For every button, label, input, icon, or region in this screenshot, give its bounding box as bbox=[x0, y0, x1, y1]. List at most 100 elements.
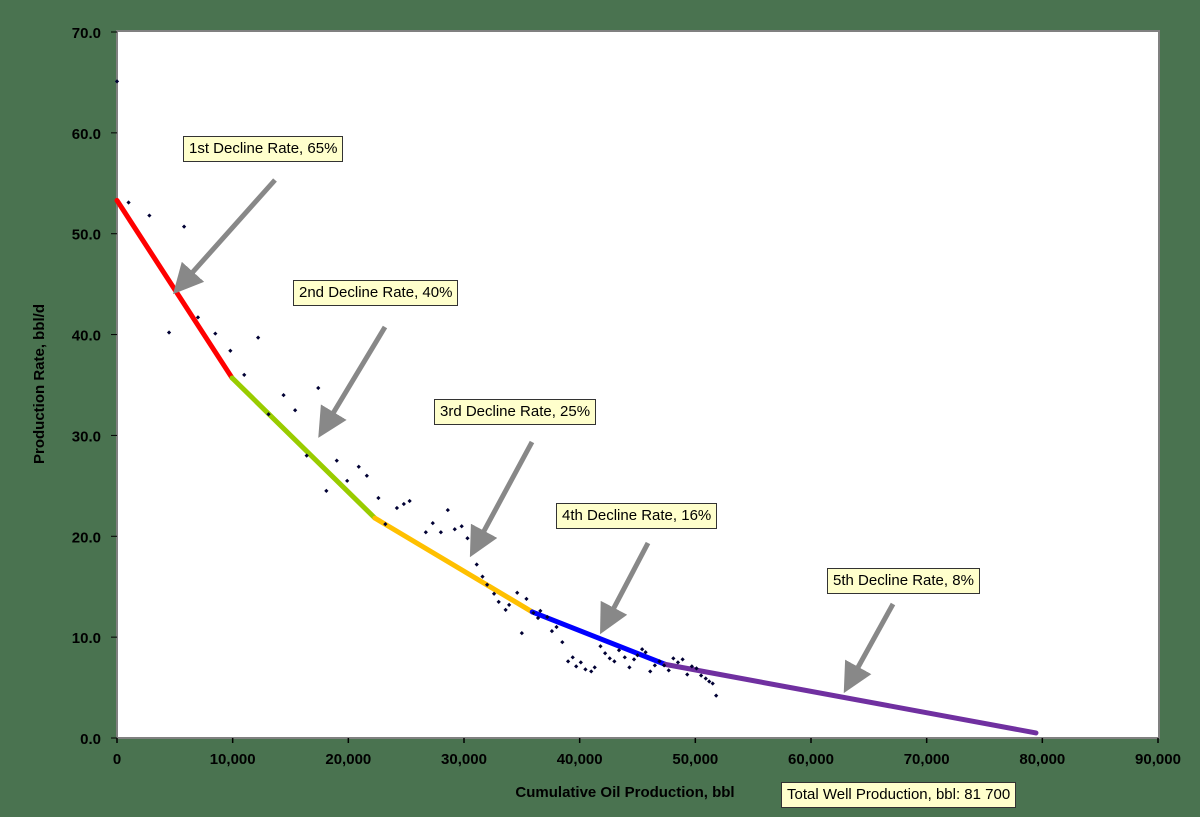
x-tick-label: 0 bbox=[113, 751, 121, 768]
data-point bbox=[228, 348, 233, 353]
data-point bbox=[407, 498, 412, 504]
data-point bbox=[535, 615, 541, 621]
data-point bbox=[694, 666, 699, 671]
arrow-icon bbox=[469, 440, 535, 558]
data-point bbox=[376, 495, 381, 501]
data-point bbox=[627, 665, 632, 670]
x-tick-label: 80,000 bbox=[1019, 751, 1065, 768]
y-tick-label: 10.0 bbox=[72, 630, 101, 647]
data-point bbox=[666, 668, 671, 673]
data-point bbox=[293, 408, 298, 413]
data-point bbox=[531, 610, 536, 616]
data-point bbox=[631, 657, 637, 662]
y-tick-label: 0.0 bbox=[80, 731, 101, 748]
data-point bbox=[675, 660, 681, 665]
data-point bbox=[430, 521, 435, 526]
arrow-icon bbox=[318, 325, 388, 438]
decline-segment bbox=[372, 515, 535, 615]
y-tick-label: 60.0 bbox=[72, 126, 101, 143]
data-point bbox=[316, 385, 321, 391]
data-point bbox=[304, 453, 309, 458]
data-point bbox=[255, 335, 261, 340]
data-point bbox=[671, 656, 676, 661]
x-tick-label: 60,000 bbox=[788, 751, 834, 768]
data-point bbox=[602, 651, 608, 656]
data-point bbox=[680, 657, 685, 662]
data-point bbox=[578, 660, 583, 665]
data-point bbox=[519, 630, 524, 636]
data-point bbox=[213, 331, 218, 336]
data-point bbox=[643, 650, 648, 655]
data-point bbox=[652, 663, 657, 668]
data-point bbox=[445, 507, 450, 513]
data-point bbox=[345, 478, 350, 483]
y-tick-label: 20.0 bbox=[72, 529, 101, 546]
data-point bbox=[334, 458, 339, 463]
data-point bbox=[554, 624, 559, 630]
data-point bbox=[685, 672, 690, 677]
data-point bbox=[598, 644, 603, 649]
x-tick-label: 10,000 bbox=[210, 751, 256, 768]
data-point bbox=[394, 505, 400, 511]
data-point bbox=[242, 372, 247, 378]
y-tick-label: 50.0 bbox=[72, 227, 101, 244]
callout-arrows bbox=[173, 178, 896, 694]
data-point bbox=[607, 656, 612, 661]
data-point bbox=[707, 679, 712, 684]
data-point bbox=[648, 669, 653, 674]
data-point bbox=[616, 648, 622, 653]
data-point bbox=[452, 527, 457, 532]
data-point bbox=[549, 628, 555, 634]
data-point bbox=[574, 664, 579, 669]
data-point bbox=[640, 647, 645, 652]
x-tick-label: 30,000 bbox=[441, 751, 487, 768]
data-point bbox=[657, 659, 662, 664]
total-production-box: Total Well Production, bbl: 81 700 bbox=[781, 782, 1017, 808]
data-point bbox=[474, 562, 479, 567]
data-point bbox=[166, 330, 172, 335]
data-point bbox=[195, 315, 201, 320]
data-point bbox=[496, 599, 501, 604]
data-point bbox=[538, 608, 543, 614]
data-point bbox=[661, 663, 667, 668]
decline-segment bbox=[529, 609, 668, 667]
data-point bbox=[565, 659, 571, 664]
data-point bbox=[480, 574, 485, 579]
data-point bbox=[485, 582, 490, 587]
data-point bbox=[181, 224, 187, 229]
y-axis: 0.0 10.0 20.0 30.0 40.0 50.0 60.0 70.0 bbox=[72, 25, 117, 748]
decline-segment bbox=[229, 375, 378, 521]
data-point bbox=[356, 464, 361, 469]
data-point bbox=[524, 596, 529, 601]
decline-rate-callout: 4th Decline Rate, 16% bbox=[556, 503, 718, 529]
data-point bbox=[698, 673, 704, 678]
data-point bbox=[689, 664, 694, 669]
data-point bbox=[635, 653, 640, 658]
data-point bbox=[114, 79, 120, 84]
data-point bbox=[612, 659, 617, 664]
data-point bbox=[714, 693, 719, 698]
y-tick-label: 70.0 bbox=[72, 25, 101, 42]
data-point bbox=[703, 676, 708, 681]
y-axis-title: Production Rate, bbl/d bbox=[31, 304, 48, 464]
scatter-points bbox=[114, 79, 719, 698]
data-point bbox=[710, 681, 715, 686]
decline-rate-callout: 2nd Decline Rate, 40% bbox=[293, 280, 459, 306]
x-tick-label: 40,000 bbox=[557, 751, 603, 768]
decline-rate-callout: 3rd Decline Rate, 25% bbox=[434, 399, 597, 425]
data-point bbox=[459, 524, 464, 529]
data-point bbox=[491, 591, 497, 596]
data-point bbox=[401, 501, 406, 507]
arrow-icon bbox=[600, 541, 651, 635]
arrow-icon bbox=[843, 602, 896, 694]
data-point bbox=[438, 530, 443, 535]
data-point bbox=[570, 655, 575, 660]
data-point bbox=[506, 602, 512, 607]
x-tick-label: 20,000 bbox=[325, 751, 371, 768]
decline-rate-callout: 1st Decline Rate, 65% bbox=[183, 136, 344, 162]
x-tick-label: 90,000 bbox=[1135, 751, 1181, 768]
data-point bbox=[589, 669, 594, 674]
y-tick-label: 30.0 bbox=[72, 428, 101, 445]
data-point bbox=[515, 590, 520, 595]
